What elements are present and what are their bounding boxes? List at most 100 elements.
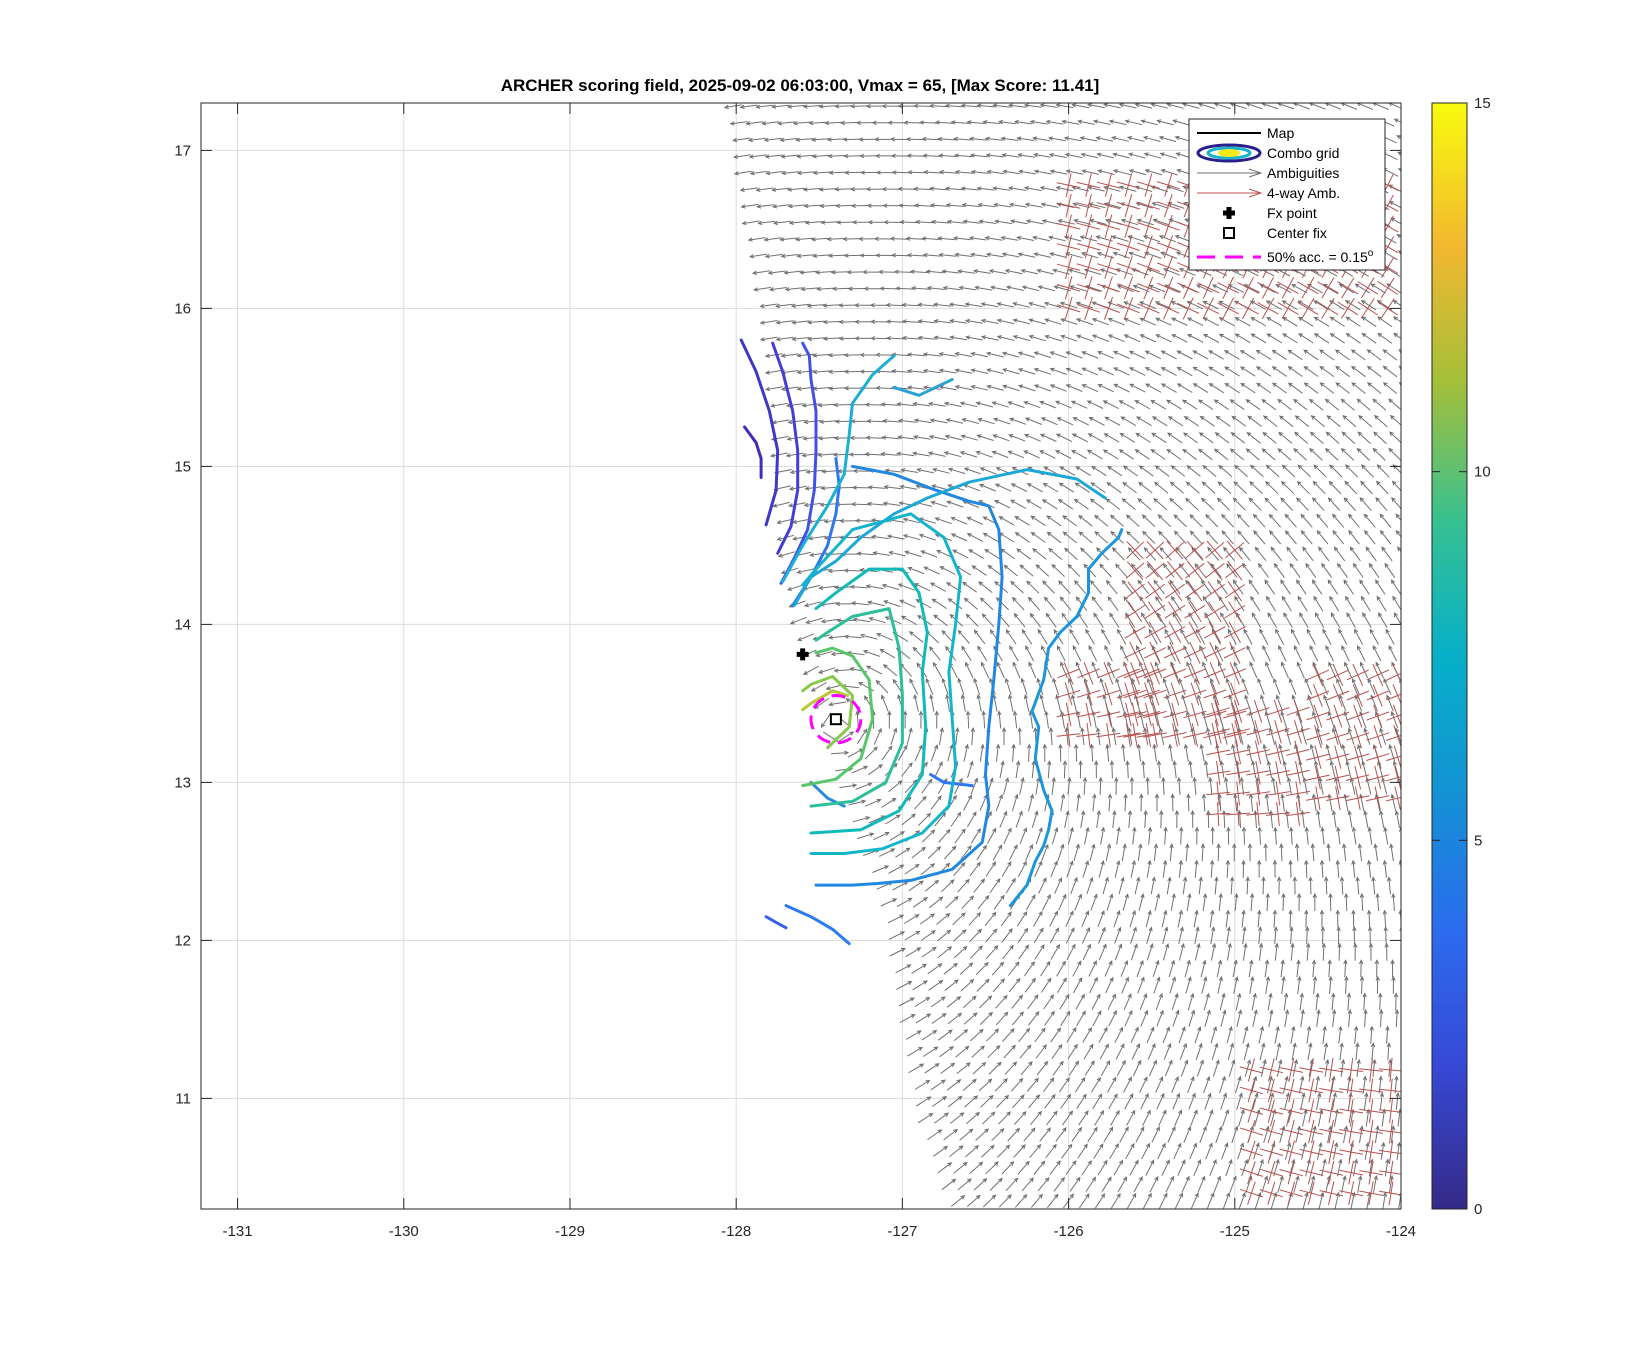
four-way-arrow xyxy=(1328,1152,1332,1165)
four-way-arrow xyxy=(1371,1151,1383,1155)
ambiguity-arrow xyxy=(780,386,799,392)
ambiguity-arrow xyxy=(882,203,901,208)
four-way-arrow xyxy=(1143,246,1149,259)
ambiguity-arrow xyxy=(1180,628,1190,645)
ambiguity-arrow xyxy=(1332,513,1345,528)
four-way-arrow xyxy=(1143,662,1149,674)
ambiguity-arrow xyxy=(1335,382,1350,394)
ambiguity-arrow xyxy=(996,661,1005,679)
ambiguity-arrow xyxy=(1311,579,1323,595)
four-way-arrow xyxy=(1279,1189,1292,1194)
four-way-arrow xyxy=(1174,590,1183,602)
ambiguity-arrow xyxy=(1280,793,1285,812)
ambiguity-arrow xyxy=(1125,514,1140,527)
ambiguity-arrow xyxy=(1089,976,1098,994)
ambiguity-arrow xyxy=(985,928,998,943)
ambiguity-arrow xyxy=(1189,514,1203,528)
ambiguity-arrow xyxy=(1091,1076,1101,1093)
four-way-arrow xyxy=(1290,1140,1295,1153)
four-way-arrow xyxy=(1387,266,1399,275)
ambiguity-arrow xyxy=(1007,450,1025,459)
ambiguity-arrow xyxy=(1250,333,1267,344)
ambiguity-arrow xyxy=(1079,235,1098,242)
ambiguity-arrow xyxy=(836,220,855,225)
ambiguity-arrow xyxy=(1264,579,1276,595)
ambiguity-arrow xyxy=(764,386,783,392)
ambiguity-arrow xyxy=(1268,1009,1274,1028)
ambiguity-arrow xyxy=(1058,743,1063,762)
ambiguity-arrow xyxy=(1031,235,1050,242)
ambiguity-arrow xyxy=(1349,776,1356,795)
four-way-arrow xyxy=(1226,813,1239,816)
ambiguity-arrow xyxy=(1311,793,1317,812)
ambiguity-arrow xyxy=(843,568,862,573)
ambiguity-arrow xyxy=(786,187,806,192)
ambiguity-arrow xyxy=(1209,859,1215,878)
ambiguity-arrow xyxy=(1039,400,1057,409)
ambiguity-arrow xyxy=(939,566,956,576)
ambiguity-arrow xyxy=(881,435,900,440)
four-way-arrow xyxy=(1116,242,1129,248)
four-way-arrow xyxy=(1319,1149,1332,1153)
ambiguity-arrow xyxy=(1293,644,1303,662)
ambiguity-arrow xyxy=(1373,414,1388,428)
ambiguity-arrow xyxy=(1171,334,1188,343)
legend-arrow-symbol xyxy=(1197,168,1263,178)
ambiguity-arrow xyxy=(833,402,852,408)
ambiguity-arrow xyxy=(888,550,906,557)
four-way-arrow xyxy=(1056,284,1069,289)
ambiguity-arrow xyxy=(1174,809,1180,829)
four-way-arrow xyxy=(1167,214,1173,227)
ambiguity-arrow xyxy=(1220,612,1230,629)
ambiguity-arrow xyxy=(938,169,958,175)
ambiguity-arrow xyxy=(1194,1026,1202,1044)
four-way-arrow xyxy=(1237,728,1250,733)
ambiguity-arrow xyxy=(881,186,900,192)
ambiguity-arrow xyxy=(1049,1160,1061,1175)
four-way-arrow xyxy=(1246,751,1259,756)
ambiguity-arrow xyxy=(1231,1125,1239,1143)
four-way-arrow xyxy=(1377,715,1383,728)
ambiguity-arrow xyxy=(1375,661,1384,679)
four-way-arrow xyxy=(1064,287,1070,300)
ambiguity-arrow xyxy=(1143,152,1162,159)
ambiguity-arrow xyxy=(941,879,955,893)
ambiguity-arrow xyxy=(1093,1143,1104,1159)
ambiguity-arrow xyxy=(1081,926,1090,944)
four-way-arrow xyxy=(1194,562,1205,572)
ambiguity-arrow xyxy=(1043,596,1056,611)
ambiguity-arrow xyxy=(1186,661,1195,679)
four-way-arrow xyxy=(1076,243,1089,248)
ambiguity-arrow xyxy=(1025,645,1035,662)
ambiguity-arrow xyxy=(922,153,941,158)
ambiguity-arrow xyxy=(1367,382,1382,394)
ambiguity-arrow xyxy=(889,137,909,142)
x-tick-label: -127 xyxy=(887,1223,917,1240)
four-way-arrow xyxy=(1107,734,1111,747)
four-way-arrow xyxy=(1127,601,1136,613)
ambiguity-arrow xyxy=(864,746,878,760)
ambiguity-arrow xyxy=(868,616,886,624)
ambiguity-arrow xyxy=(812,253,831,258)
ambiguity-arrow xyxy=(1123,334,1141,343)
four-way-arrow xyxy=(1177,282,1189,289)
ambiguity-arrow xyxy=(1192,350,1209,360)
four-way-arrow xyxy=(1335,786,1339,799)
ambiguity-arrow xyxy=(975,1128,990,1141)
ambiguity-arrow xyxy=(1232,497,1246,511)
ambiguity-arrow xyxy=(1340,447,1355,461)
ambiguity-arrow xyxy=(797,633,814,641)
ambiguity-arrow xyxy=(946,500,964,508)
ambiguity-arrow xyxy=(1134,449,1150,460)
four-way-arrow xyxy=(1326,695,1339,701)
ambiguity-arrow xyxy=(905,137,924,142)
ambiguity-arrow xyxy=(976,844,987,861)
ambiguity-arrow xyxy=(1372,103,1389,110)
four-way-arrow xyxy=(1154,710,1167,715)
four-way-arrow xyxy=(1281,308,1289,320)
ambiguity-arrow xyxy=(954,351,973,357)
four-way-arrow xyxy=(1190,682,1196,695)
four-way-arrow xyxy=(1351,1090,1364,1093)
four-way-arrow xyxy=(1251,1090,1264,1095)
four-way-arrow xyxy=(1128,621,1136,633)
